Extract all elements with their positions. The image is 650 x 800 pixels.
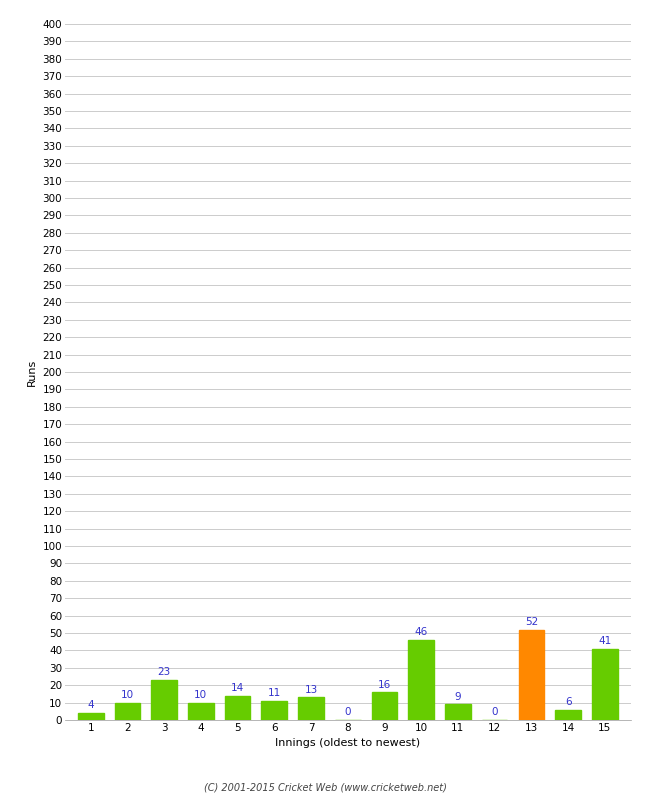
Bar xyxy=(78,713,103,720)
Bar xyxy=(114,702,140,720)
Text: 0: 0 xyxy=(344,707,351,718)
Text: 9: 9 xyxy=(454,692,462,702)
Text: 10: 10 xyxy=(194,690,207,700)
Text: 11: 11 xyxy=(268,688,281,698)
Bar xyxy=(372,692,397,720)
Bar xyxy=(188,702,214,720)
Bar xyxy=(225,696,250,720)
X-axis label: Innings (oldest to newest): Innings (oldest to newest) xyxy=(275,738,421,748)
Bar xyxy=(519,630,544,720)
Text: 14: 14 xyxy=(231,683,244,693)
Text: 16: 16 xyxy=(378,679,391,690)
Y-axis label: Runs: Runs xyxy=(27,358,37,386)
Bar xyxy=(298,698,324,720)
Text: 10: 10 xyxy=(121,690,134,700)
Text: 4: 4 xyxy=(87,701,94,710)
Text: 0: 0 xyxy=(491,707,498,718)
Bar xyxy=(555,710,581,720)
Text: 52: 52 xyxy=(525,617,538,627)
Text: 41: 41 xyxy=(598,636,612,646)
Bar xyxy=(261,701,287,720)
Bar xyxy=(445,704,471,720)
Bar xyxy=(151,680,177,720)
Text: 23: 23 xyxy=(157,667,171,678)
Bar xyxy=(592,649,617,720)
Text: 13: 13 xyxy=(304,685,318,694)
Text: 46: 46 xyxy=(415,627,428,638)
Text: 6: 6 xyxy=(565,697,571,707)
Bar xyxy=(408,640,434,720)
Text: (C) 2001-2015 Cricket Web (www.cricketweb.net): (C) 2001-2015 Cricket Web (www.cricketwe… xyxy=(203,782,447,792)
